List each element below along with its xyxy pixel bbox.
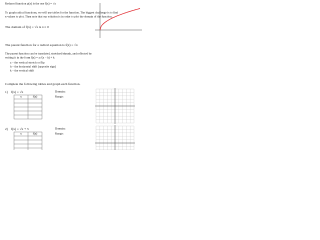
domain-label: Domain: [55, 90, 66, 94]
example-curve [99, 8, 141, 31]
problems: 1) f(x) = √x Domain:Range:x f(x)2) f(x) = √x… [5, 88, 135, 150]
table-header: f(x) [33, 95, 38, 99]
problem-function: f(x) = √x [11, 90, 24, 94]
instructions: Complete the following tables and graph … [5, 82, 80, 86]
worksheet: Reduced function p(x) is the one f(x) = … [0, 0, 150, 150]
table-header: f(x) [33, 132, 38, 136]
problem-number: 1) [5, 90, 8, 94]
paragraph-line: x-values to plot. Then note that our sol… [5, 15, 113, 19]
list-item: k – the vertical shift [10, 69, 34, 73]
domain-label: Domain: [55, 127, 66, 131]
page-background [0, 0, 150, 150]
table-header: x [20, 132, 22, 136]
table-header: x [20, 95, 22, 99]
problem-number: 2) [5, 127, 8, 131]
example-graph [95, 3, 142, 38]
translation-line: The parent function can be translated, s… [5, 52, 92, 57]
list-item: h – the horizontal shift (opposite sign) [10, 65, 56, 69]
domain-note: The domain of f(x) = √x is x ≥ 0 [5, 25, 49, 29]
problem-function: f(x) = √x + 3 [11, 127, 29, 131]
intro: Reduced function p(x) is the one f(x) = … [5, 2, 56, 6]
range-label: Range: [55, 95, 64, 99]
range-label: Range: [55, 132, 64, 136]
paragraph-line: To graph radical functions, we will use … [5, 11, 119, 16]
list-item: a – the vertical stretch or flip [10, 61, 45, 65]
translation-line: writing it in the form f(x) = a√(x − h) … [5, 56, 55, 60]
parent-function: The parent function for a radical equati… [5, 43, 78, 47]
